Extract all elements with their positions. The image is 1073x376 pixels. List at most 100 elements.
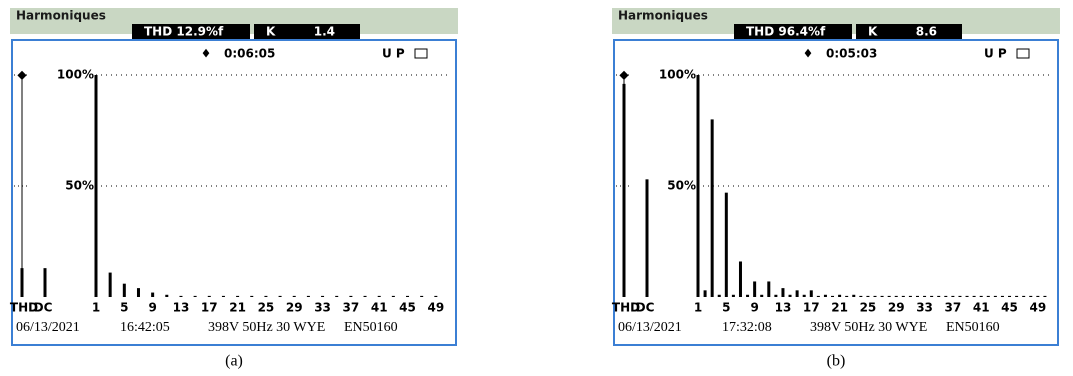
bar: [937, 295, 941, 297]
x-tick-label: 45: [1001, 301, 1018, 315]
bar: [958, 295, 962, 297]
x-tick-label: 33: [916, 301, 933, 315]
bar: [1022, 295, 1026, 297]
bar: [852, 294, 856, 297]
bar: [108, 272, 112, 297]
bar: [179, 295, 183, 297]
k-value: 8.6: [916, 25, 937, 39]
bar: [207, 295, 211, 297]
bar: [43, 268, 47, 297]
x-tick-label: 45: [399, 301, 416, 315]
footer-text: 16:42:05: [120, 320, 170, 335]
bar: [972, 295, 976, 297]
bar: [377, 295, 381, 297]
bar: [151, 292, 155, 297]
screen: [11, 39, 457, 346]
screen-title: Harmoniques: [16, 9, 106, 23]
screen-title: Harmoniques: [618, 9, 708, 23]
bar: [20, 268, 24, 297]
bar: [781, 288, 785, 297]
status: U P: [984, 47, 1007, 61]
bar: [278, 295, 282, 297]
bar: [873, 295, 877, 297]
bar: [306, 295, 310, 297]
x-tick-label: 29: [286, 301, 303, 315]
x-tick-label: 25: [258, 301, 275, 315]
bar: [767, 281, 771, 297]
bar: [703, 290, 707, 297]
x-tick-label: 9: [148, 301, 156, 315]
bar: [1043, 295, 1047, 297]
bar: [250, 295, 254, 297]
bar: [986, 295, 990, 297]
bar: [816, 295, 820, 297]
bar: [1000, 295, 1004, 297]
status: U P: [382, 47, 405, 61]
bar: [1008, 295, 1012, 297]
x-tick-label: 21: [831, 301, 848, 315]
bar: [859, 295, 863, 297]
bar: [264, 295, 268, 297]
x-tick-label: THD: [612, 301, 640, 315]
x-tick-label: 21: [229, 301, 246, 315]
bar: [753, 281, 757, 297]
bar: [887, 295, 891, 297]
bar: [236, 295, 240, 297]
bar: [802, 294, 806, 297]
bar: [420, 295, 424, 297]
x-tick-label: 33: [314, 301, 331, 315]
bar: [292, 295, 296, 297]
bar: [965, 295, 969, 297]
status-icon: [414, 48, 428, 59]
x-tick-label: 25: [860, 301, 877, 315]
k-box: [254, 24, 360, 39]
k-box: [856, 24, 962, 39]
bar: [165, 294, 169, 297]
bar: [321, 295, 325, 297]
bar: [349, 295, 353, 297]
bar: [774, 294, 778, 297]
bar: [923, 295, 927, 297]
bar: [94, 75, 98, 297]
bar: [993, 295, 997, 297]
bar: [1036, 295, 1040, 297]
x-tick-label: 1: [92, 301, 100, 315]
bar: [915, 295, 919, 297]
bar: [894, 295, 898, 297]
footer-text: 398V 50Hz 30 WYE: [810, 320, 927, 335]
status-icon: [1016, 48, 1030, 59]
footer-text: EN50160: [946, 320, 1000, 335]
bar: [717, 294, 721, 297]
y-tick-label: 50%: [65, 179, 94, 193]
bar: [645, 179, 649, 297]
bar: [1015, 295, 1019, 297]
bar: [406, 295, 410, 297]
bar: [696, 75, 700, 297]
x-tick-label: 5: [722, 301, 730, 315]
footer-text: 06/13/2021: [16, 320, 80, 335]
caption: (b): [827, 353, 846, 370]
bar: [979, 295, 983, 297]
x-tick-label: 17: [201, 301, 218, 315]
bar: [760, 294, 764, 297]
footer-text: EN50160: [344, 320, 398, 335]
y-tick-label: 100%: [659, 68, 696, 82]
x-tick-label: 41: [973, 301, 990, 315]
bar: [710, 119, 714, 298]
bar: [122, 283, 126, 297]
bar: [731, 294, 735, 297]
bar: [795, 290, 799, 297]
bar: [809, 290, 813, 297]
k-label: K: [266, 25, 276, 39]
footer-text: 17:32:08: [722, 320, 772, 335]
x-tick-label: 37: [343, 301, 360, 315]
x-tick-label: 5: [120, 301, 128, 315]
bar: [1029, 295, 1033, 297]
timer: 0:06:05: [224, 47, 275, 61]
thd-readout: THD 96.4%f: [746, 25, 826, 39]
y-tick-label: 50%: [667, 179, 696, 193]
footer-text: 398V 50Hz 30 WYE: [208, 320, 325, 335]
bar: [831, 295, 835, 297]
x-tick-label: 17: [803, 301, 820, 315]
